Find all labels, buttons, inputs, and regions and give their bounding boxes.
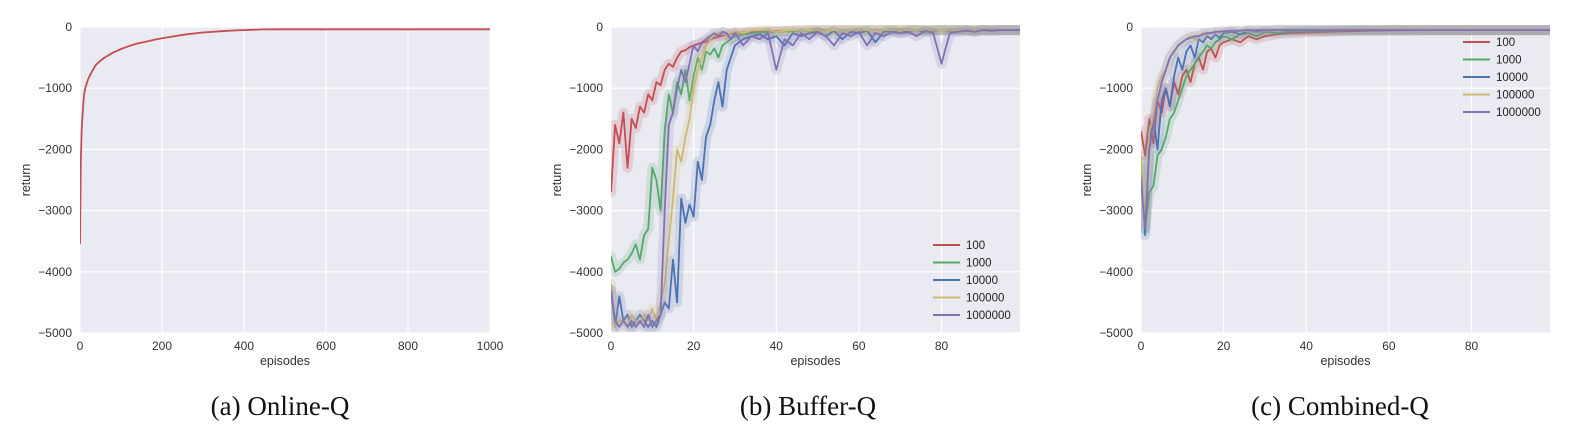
series-line-1000000 <box>611 29 1020 328</box>
legend-label: 1000000 <box>966 310 1011 322</box>
y-tick-label: −1000 <box>38 81 72 95</box>
legend-label: 1000 <box>1496 55 1522 67</box>
x-tick-label: 80 <box>1465 339 1479 353</box>
x-tick-label: 200 <box>152 339 172 353</box>
y-tick-label: −4000 <box>38 265 72 279</box>
x-axis-label: episodes <box>1320 354 1370 368</box>
series-group <box>1141 25 1550 241</box>
x-tick-label: 0 <box>77 339 84 353</box>
plot-area <box>80 27 490 333</box>
chart-panel-1: 0 20 40 60 80 0 −1000 −2000 −3000 −4000 −5000 episo… <box>550 20 1020 421</box>
y-tick-label: −4000 <box>1099 265 1133 279</box>
series-group <box>611 25 1020 332</box>
y-tick-label: −3000 <box>1099 204 1133 218</box>
series-line-0 <box>80 28 490 245</box>
y-tick-label: −2000 <box>1099 142 1133 156</box>
x-tick-label: 400 <box>234 339 254 353</box>
x-tick-label: 1000 <box>477 339 504 353</box>
y-tick-label: −4000 <box>569 265 603 279</box>
legend-label: 100000 <box>966 293 1004 305</box>
legend-label: 1000000 <box>1496 107 1541 119</box>
caption: (c) Combined-Q <box>1251 391 1429 421</box>
y-tick-label: 0 <box>596 20 603 34</box>
legend: 100 1000 10000 100000 1000000 <box>1463 37 1541 119</box>
legend-label: 100000 <box>1496 90 1534 102</box>
caption: (a) Online-Q <box>211 391 350 421</box>
chart-panel-2: 0 20 40 60 80 0 −1000 −2000 −3000 −4000 −5000 episo… <box>1080 20 1550 421</box>
y-tick-label: −2000 <box>38 142 72 156</box>
y-tick-label: −2000 <box>569 142 603 156</box>
x-tick-label: 20 <box>1217 339 1231 353</box>
y-axis-label: return <box>1080 164 1094 197</box>
legend-label: 10000 <box>966 275 998 287</box>
y-tick-label: 0 <box>1126 20 1133 34</box>
y-axis-label: return <box>550 164 564 197</box>
series-line-100000 <box>611 29 1020 328</box>
x-tick-label: 60 <box>852 339 866 353</box>
x-tick-label: 40 <box>1300 339 1314 353</box>
x-tick-label: 40 <box>770 339 784 353</box>
x-tick-label: 0 <box>608 339 615 353</box>
chart-panel-0: 0 200 400 600 800 1000 0 −1000 −2000 −3000 −4000 −5… <box>19 20 504 421</box>
y-tick-label: −3000 <box>38 204 72 218</box>
series-group <box>80 28 490 245</box>
y-tick-label: −1000 <box>1099 81 1133 95</box>
legend: 100 1000 10000 100000 1000000 <box>933 240 1011 322</box>
y-tick-label: −5000 <box>1099 326 1133 340</box>
x-axis-label: episodes <box>790 354 840 368</box>
x-tick-label: 60 <box>1382 339 1396 353</box>
x-tick-label: 600 <box>316 339 336 353</box>
y-tick-label: −1000 <box>569 81 603 95</box>
x-tick-label: 80 <box>935 339 949 353</box>
legend-label: 10000 <box>1496 72 1528 84</box>
y-tick-label: −3000 <box>569 204 603 218</box>
series-line-1000000 <box>1141 29 1550 230</box>
y-tick-label: −5000 <box>38 326 72 340</box>
caption: (b) Buffer-Q <box>740 391 877 421</box>
legend-label: 1000 <box>966 258 992 270</box>
y-axis-label: return <box>19 164 33 197</box>
legend-label: 100 <box>1496 37 1515 49</box>
y-tick-label: −5000 <box>569 326 603 340</box>
legend-label: 100 <box>966 240 985 252</box>
x-axis-label: episodes <box>260 354 310 368</box>
x-tick-label: 20 <box>687 339 701 353</box>
x-tick-label: 0 <box>1138 339 1145 353</box>
x-tick-label: 800 <box>398 339 418 353</box>
y-tick-label: 0 <box>65 20 72 34</box>
